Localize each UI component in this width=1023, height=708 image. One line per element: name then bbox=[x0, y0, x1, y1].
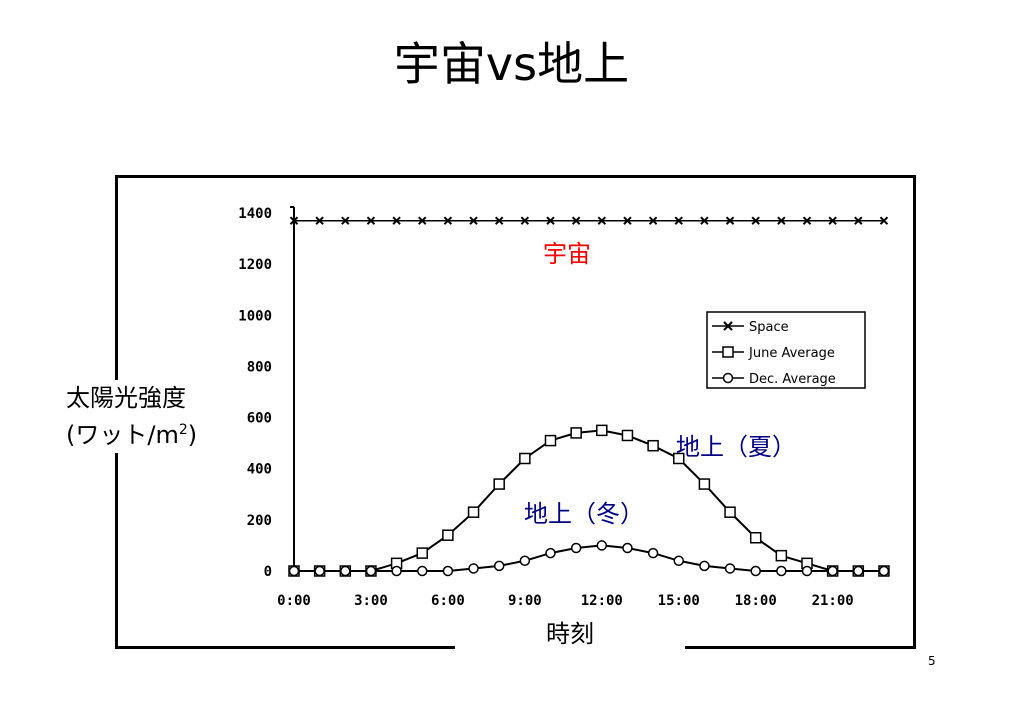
dec-point bbox=[596, 540, 608, 551]
dec-point bbox=[365, 565, 377, 577]
space-point bbox=[289, 216, 299, 225]
june-point bbox=[467, 506, 480, 518]
june-point bbox=[621, 429, 634, 442]
june-point bbox=[749, 532, 762, 544]
y-tick-label: 200 bbox=[247, 513, 272, 529]
y-tick-label: 800 bbox=[247, 359, 272, 375]
chart-legend: Space June Average Dec. Average bbox=[706, 311, 866, 389]
dec-point bbox=[673, 555, 684, 567]
x-tick-label: 12:00 bbox=[581, 593, 623, 609]
y-tick-label: 0 bbox=[264, 564, 272, 580]
dec-point bbox=[493, 560, 505, 572]
space-point bbox=[418, 216, 427, 225]
space-point bbox=[546, 216, 555, 225]
space-point bbox=[315, 216, 324, 225]
x-tick-label: 15:00 bbox=[658, 593, 700, 609]
x-tick-label: 21:00 bbox=[812, 593, 854, 609]
space-point bbox=[443, 216, 453, 225]
june-point bbox=[519, 452, 531, 465]
dec-point bbox=[853, 565, 864, 577]
y-axis-label: 太陽光強度 (ワット/m2) bbox=[66, 380, 236, 453]
space-point bbox=[392, 216, 401, 225]
y-tick-label: 1200 bbox=[238, 257, 272, 273]
june-point bbox=[493, 478, 505, 490]
space-point bbox=[674, 216, 683, 225]
annotation-space: 宇宙 bbox=[543, 240, 591, 268]
june-point bbox=[647, 439, 659, 452]
dec-point bbox=[519, 555, 531, 567]
x-tick-label: 3:00 bbox=[354, 593, 388, 609]
space-point bbox=[571, 216, 581, 225]
dec-point bbox=[776, 565, 787, 577]
annotation-summer: 地上（夏） bbox=[676, 433, 796, 461]
space-point bbox=[597, 216, 607, 225]
dec-point bbox=[340, 565, 351, 577]
dec-point bbox=[570, 542, 582, 554]
dec-point bbox=[442, 565, 454, 577]
legend-label: Dec. Average bbox=[749, 372, 836, 387]
dec-point bbox=[647, 547, 659, 559]
legend-marker-circle bbox=[722, 372, 734, 384]
y-tick-label: 400 bbox=[247, 462, 272, 478]
dec-point bbox=[801, 565, 813, 577]
space-point bbox=[854, 216, 863, 225]
dec-point bbox=[468, 563, 479, 574]
dec-point bbox=[314, 565, 325, 577]
legend-marker-x bbox=[723, 321, 733, 331]
space-point bbox=[341, 216, 350, 225]
chart-series bbox=[288, 216, 890, 577]
page-number: 5 bbox=[928, 654, 936, 668]
space-point bbox=[366, 216, 376, 225]
june-point bbox=[673, 452, 685, 465]
dec-point bbox=[391, 565, 402, 577]
chart-axes: 0 200 400 600 800 1000 1200 1400 0:00 3:00 6:00 9:0… bbox=[238, 206, 854, 609]
annotation-winter: 地上（冬） bbox=[524, 500, 644, 528]
dec-point bbox=[417, 565, 428, 577]
slide-title: 宇宙vs地上 bbox=[393, 37, 630, 91]
space-point bbox=[469, 216, 478, 225]
dec-point bbox=[545, 547, 556, 559]
space-point bbox=[828, 216, 837, 225]
legend-label: Space bbox=[749, 320, 789, 335]
space-point bbox=[725, 216, 735, 225]
dec-point bbox=[827, 565, 838, 577]
dec-point bbox=[724, 563, 736, 574]
x-tick-label: 6:00 bbox=[431, 593, 465, 609]
june-point bbox=[544, 434, 557, 447]
june-point bbox=[442, 529, 454, 541]
june-point bbox=[416, 547, 428, 559]
space-point bbox=[623, 216, 632, 225]
space-point bbox=[802, 216, 812, 225]
june-point bbox=[724, 506, 736, 518]
space-point bbox=[777, 216, 786, 225]
y-tick-label: 600 bbox=[247, 411, 272, 427]
y-axis-label-line2: (ワット/m2) bbox=[66, 421, 198, 449]
june-point bbox=[596, 424, 608, 437]
x-axis-label: 時刻 bbox=[546, 620, 594, 648]
space-point bbox=[751, 216, 760, 225]
x-tick-label: 9:00 bbox=[508, 593, 542, 609]
dec-point bbox=[750, 565, 761, 577]
space-point bbox=[879, 216, 889, 225]
legend-marker-square bbox=[722, 346, 734, 358]
y-tick-label: 1400 bbox=[238, 206, 272, 222]
dec-point bbox=[878, 565, 890, 577]
y-tick-label: 1000 bbox=[238, 308, 272, 324]
space-point bbox=[520, 216, 530, 225]
space-point bbox=[700, 216, 709, 225]
x-tick-label: 0:00 bbox=[277, 593, 311, 609]
legend-label: June Average bbox=[748, 346, 835, 361]
y-axis-label-line1: 太陽光強度 bbox=[66, 384, 186, 412]
frame-gap bbox=[455, 640, 685, 660]
dec-point bbox=[622, 542, 633, 554]
dec-point bbox=[699, 560, 710, 572]
space-point bbox=[494, 216, 504, 225]
space-point bbox=[648, 216, 658, 225]
june-point bbox=[775, 549, 788, 562]
dec-point bbox=[288, 565, 300, 577]
june-point bbox=[698, 478, 711, 490]
june-point bbox=[570, 427, 582, 439]
x-tick-label: 18:00 bbox=[735, 593, 777, 609]
